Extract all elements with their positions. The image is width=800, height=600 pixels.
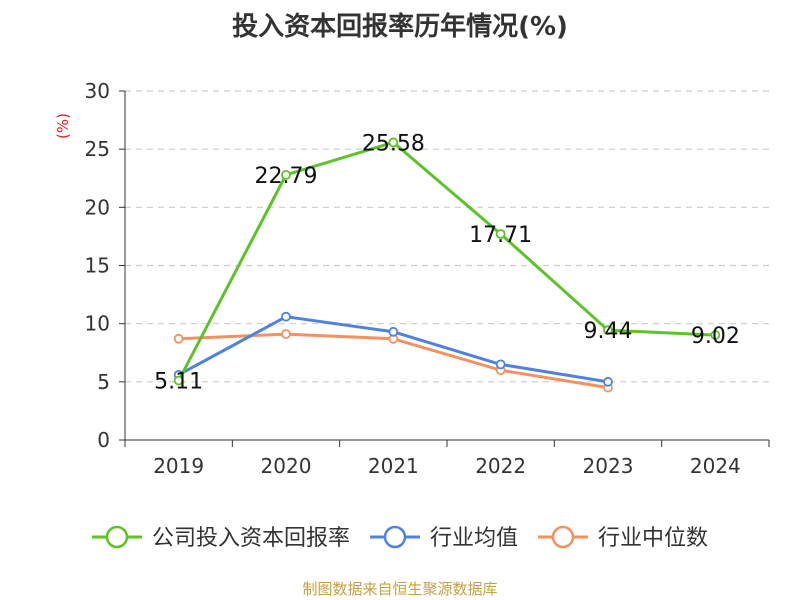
- data-point[interactable]: [603, 376, 613, 387]
- grid-lines: [125, 90, 769, 383]
- legend-item[interactable]: 公司投入资本回报率: [91, 525, 350, 551]
- axes: 0 5 10 15 20 25 30 2019 2020 2021 2022 2023 2024 (%): [54, 79, 770, 478]
- x-tick-label: 2024: [690, 454, 741, 478]
- y-tick-label: 30: [85, 79, 110, 103]
- data-source-note: 制图数据来自恒生聚源数据库: [302, 580, 498, 598]
- legend[interactable]: 公司投入资本回报率 行业均值 行业中位数: [91, 525, 708, 551]
- x-tick-label: 2022: [475, 454, 526, 478]
- data-point[interactable]: [495, 229, 506, 239]
- legend-marker-icon: [105, 525, 129, 549]
- data-label: 25.58: [362, 131, 425, 156]
- data-point[interactable]: [603, 325, 613, 336]
- data-label: 5.11: [154, 370, 203, 395]
- data-point[interactable]: [388, 326, 399, 337]
- x-tick-label: 2021: [368, 454, 419, 478]
- data-point[interactable]: [173, 333, 184, 344]
- data-label: 17.71: [469, 223, 532, 248]
- x-tick-label: 2019: [153, 454, 204, 478]
- legend-label: 行业均值: [430, 526, 518, 551]
- data-point[interactable]: [281, 311, 291, 322]
- y-tick-label: 25: [85, 137, 110, 161]
- data-point[interactable]: [388, 137, 399, 148]
- y-tick-label: 5: [97, 370, 110, 394]
- data-point[interactable]: [173, 375, 184, 386]
- data-point[interactable]: [281, 169, 291, 180]
- x-tick-label: 2023: [583, 454, 634, 478]
- legend-label: 公司投入资本回报率: [152, 526, 350, 551]
- legend-marker-icon: [383, 525, 407, 549]
- y-axis-label: (%): [54, 113, 72, 139]
- legend-item[interactable]: 行业均值: [369, 525, 518, 551]
- y-tick-label: 0: [97, 428, 110, 452]
- x-tick-label: 2020: [261, 454, 312, 478]
- data-point[interactable]: [710, 330, 721, 340]
- series-lines: [173, 137, 721, 393]
- legend-marker-icon: [551, 525, 575, 549]
- y-tick-label: 15: [85, 254, 110, 278]
- data-label: 22.79: [255, 164, 318, 189]
- data-point[interactable]: [495, 359, 506, 370]
- series-line: [177, 315, 609, 384]
- data-label: 9.02: [691, 324, 740, 349]
- y-tick-label: 10: [85, 312, 110, 336]
- data-label: 9.44: [584, 319, 633, 344]
- data-point[interactable]: [281, 329, 291, 340]
- data-labels: 5.11 22.79 25.58 17.71 9.44 9.02: [154, 131, 740, 394]
- chart-title: 投入资本回报率历年情况(%): [232, 12, 568, 42]
- legend-item[interactable]: 行业中位数: [538, 525, 708, 551]
- series-line: [177, 140, 716, 382]
- y-tick-label: 20: [85, 195, 110, 219]
- legend-label: 行业中位数: [598, 526, 708, 551]
